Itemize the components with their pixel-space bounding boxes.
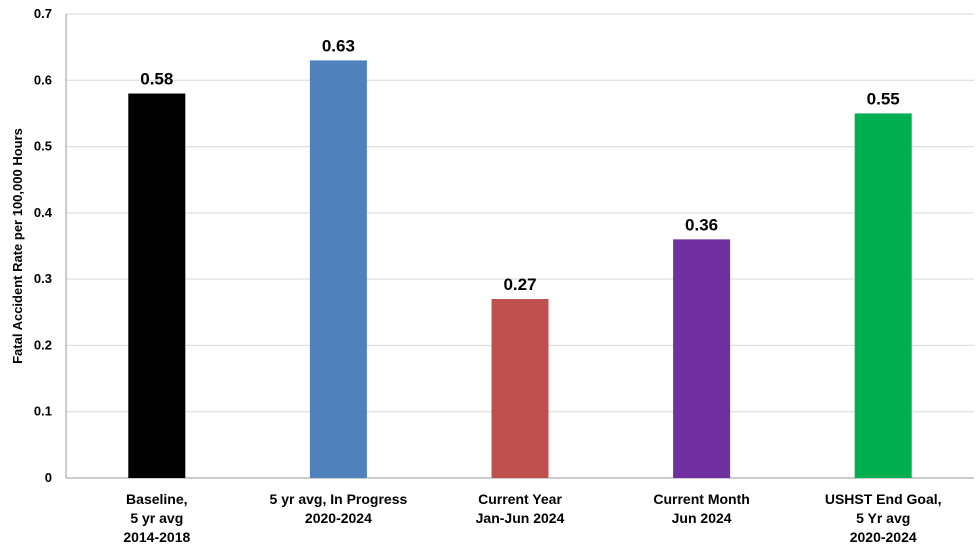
x-category-label: 2020-2024 — [305, 510, 372, 526]
bars — [128, 60, 912, 479]
x-category-label: 5 yr avg, In Progress — [270, 491, 408, 507]
bar — [854, 113, 912, 478]
x-category-label: Current Year — [478, 491, 562, 507]
data-label: 0.55 — [867, 89, 900, 108]
y-tick-label: 0.6 — [34, 72, 52, 87]
x-category-label: Baseline, — [126, 491, 187, 507]
y-axis-ticks: 0 0.1 0.2 0.3 0.4 0.5 0.6 0.7 — [34, 6, 53, 485]
y-tick-label: 0 — [45, 470, 52, 485]
x-category-label: Jan-Jun 2024 — [476, 510, 565, 526]
data-label: 0.36 — [685, 215, 718, 234]
y-tick-label: 0.5 — [34, 139, 52, 154]
x-category-label: USHST End Goal, — [825, 491, 942, 507]
y-tick-label: 0.2 — [34, 337, 52, 352]
y-tick-label: 0.1 — [34, 404, 52, 419]
x-category-label: 5 Yr avg — [856, 510, 910, 526]
y-tick-label: 0.3 — [34, 271, 52, 286]
y-tick-label: 0.4 — [34, 205, 53, 220]
gridlines — [66, 13, 974, 413]
y-axis-label: Fatal Accident Rate per 100,000 Hours — [10, 128, 25, 364]
data-label: 0.58 — [140, 70, 173, 89]
x-category-label: 2020-2024 — [850, 529, 917, 545]
bar — [673, 239, 731, 478]
x-category-label: 2014-2018 — [123, 529, 190, 545]
x-category-label: Jun 2024 — [672, 510, 732, 526]
bar — [128, 93, 186, 479]
data-label: 0.63 — [322, 36, 355, 55]
x-category-label: 5 yr avg — [130, 510, 183, 526]
x-category-label: Current Month — [653, 491, 749, 507]
bar — [491, 299, 549, 478]
bar — [309, 60, 367, 479]
data-label: 0.27 — [503, 275, 536, 294]
x-axis-categories: Baseline, 5 yr avg 2014-2018 5 yr avg, In P… — [123, 491, 941, 545]
y-tick-label: 0.7 — [34, 6, 52, 21]
data-labels: 0.58 0.63 0.27 0.36 0.55 — [140, 36, 899, 294]
